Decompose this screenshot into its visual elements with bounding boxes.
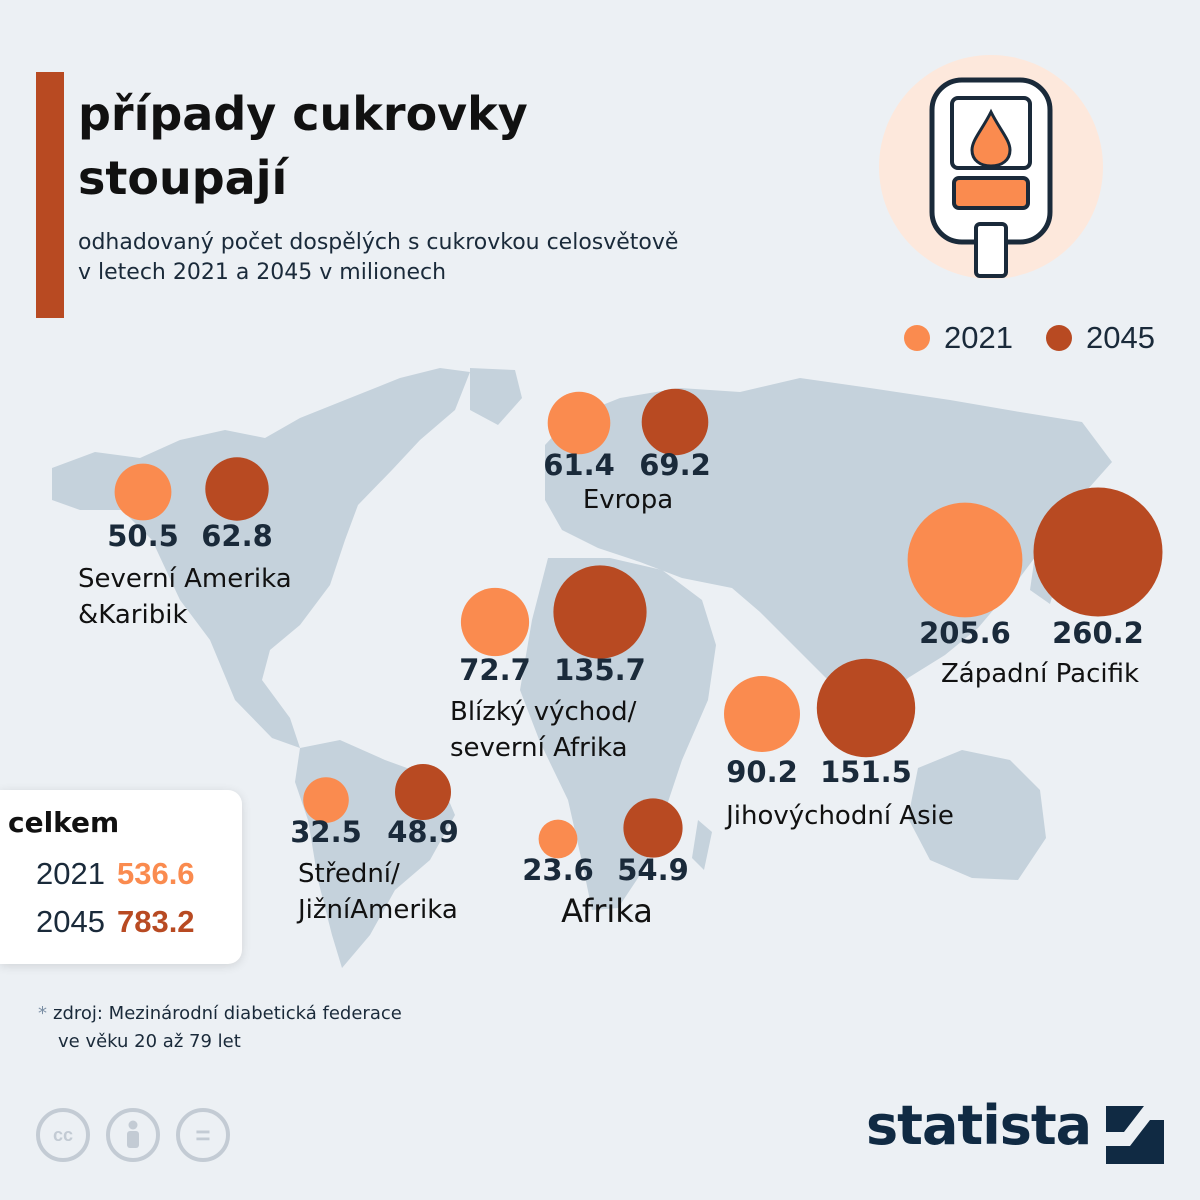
legend-label-2045: 2045 (1086, 320, 1155, 355)
bubble-2021-stredni-jizniamerika (303, 777, 349, 823)
bubble-2045-jihovychodni-asie (816, 658, 916, 758)
noderivs-icon-label: = (195, 1119, 211, 1150)
region-label-afrika: Afrika (561, 892, 653, 930)
region-label-blizky-vychod-severni-afrika: Blízký východ/severní Afrika (450, 697, 637, 763)
value-2045-zapadni-pacifik: 260.2 (1052, 616, 1144, 650)
legend-swatch-2021 (904, 325, 930, 351)
bubble-2021-evropa (547, 391, 611, 455)
totals-row-2021: 2021 536.6 (36, 856, 195, 892)
value-2045-severni-amerika-karibik: 62.8 (201, 519, 273, 553)
bubble-2045-stredni-jizniamerika (395, 764, 451, 820)
value-2045-afrika: 54.9 (617, 853, 689, 887)
bubble-2021-afrika (538, 819, 578, 859)
bubble-2021-blizky-vychod-severni-afrika (460, 587, 530, 657)
page-title: případy cukrovky stoupají (78, 87, 528, 205)
value-2021-afrika: 23.6 (522, 853, 594, 887)
map-north-america (52, 368, 470, 748)
totals-year-2045: 2045 (36, 904, 105, 939)
bubble-2021-jihovychodni-asie (724, 676, 800, 752)
bubble-2045-severni-amerika-karibik (205, 457, 269, 521)
value-2045-stredni-jizniamerika: 48.9 (387, 815, 459, 849)
bubble-2045-blizky-vychod-severni-afrika (553, 565, 647, 659)
value-2021-severni-amerika-karibik: 50.5 (107, 519, 179, 553)
totals-box: celkem 2021 536.6 2045 783.2 (0, 790, 242, 964)
map-greenland (470, 368, 522, 425)
bubble-2045-evropa (641, 388, 709, 456)
region-label-evropa: Evropa (583, 485, 673, 515)
glucose-meter-icon (879, 55, 1103, 279)
asterisk-icon: * (38, 1003, 47, 1024)
value-2021-blizky-vychod-severni-afrika: 72.7 (459, 653, 531, 687)
region-label-jihovychodni-asie: Jihovýchodní Asie (724, 801, 954, 831)
totals-year-2021: 2021 (36, 856, 105, 891)
attribution-icon[interactable] (106, 1108, 160, 1162)
statista-logo-text[interactable]: statista (866, 1094, 1092, 1157)
value-2021-zapadni-pacifik: 205.6 (919, 616, 1011, 650)
totals-row-2045: 2045 783.2 (36, 904, 195, 940)
region-label-stredni-jizniamerika: Střední/JižníAmerika (296, 859, 458, 925)
bubble-2021-severni-amerika-karibik (114, 463, 172, 521)
value-2021-evropa: 61.4 (543, 448, 615, 482)
source-line-2: ve věku 20 až 79 let (58, 1031, 241, 1052)
value-2021-stredni-jizniamerika: 32.5 (290, 815, 362, 849)
person-icon (127, 1120, 139, 1148)
noderivs-icon[interactable]: = (176, 1108, 230, 1162)
legend-label-2021: 2021 (944, 320, 1013, 355)
map-madagascar (692, 820, 712, 870)
legend-2021: 2021 (904, 318, 1013, 358)
bubble-2045-zapadni-pacifik (1033, 487, 1163, 617)
statista-logo-icon[interactable] (1106, 1106, 1164, 1164)
value-2045-blizky-vychod-severni-afrika: 135.7 (554, 653, 646, 687)
value-2045-jihovychodni-asie: 151.5 (820, 755, 912, 789)
region-label-zapadni-pacifik: Západní Pacifik (941, 659, 1139, 689)
bubble-2021-zapadni-pacifik (907, 502, 1023, 618)
bubble-2045-afrika (623, 798, 683, 858)
value-2045-evropa: 69.2 (639, 448, 711, 482)
totals-value-2045: 783.2 (116, 904, 195, 939)
accent-bar (36, 72, 64, 318)
source-note: * zdroj: Mezinárodní diabetická federace … (38, 1000, 402, 1056)
cc-icon[interactable]: cc (36, 1108, 90, 1162)
map-eurasia (545, 378, 1112, 708)
value-2021-jihovychodni-asie: 90.2 (726, 755, 798, 789)
page-subtitle: odhadovaný počet dospělých s cukrovkou c… (78, 230, 679, 285)
region-label-severni-amerika-karibik: Severní Amerika &Karibik (78, 564, 292, 630)
totals-heading: celkem (8, 806, 120, 839)
source-line-1: zdroj: Mezinárodní diabetická federace (53, 1003, 402, 1024)
cc-icon-label: cc (52, 1124, 74, 1145)
license-icons: cc = (36, 1108, 230, 1162)
legend-swatch-2045 (1046, 325, 1072, 351)
totals-value-2021: 536.6 (116, 856, 195, 891)
map-australia (908, 750, 1046, 880)
legend-2045: 2045 (1046, 318, 1155, 358)
